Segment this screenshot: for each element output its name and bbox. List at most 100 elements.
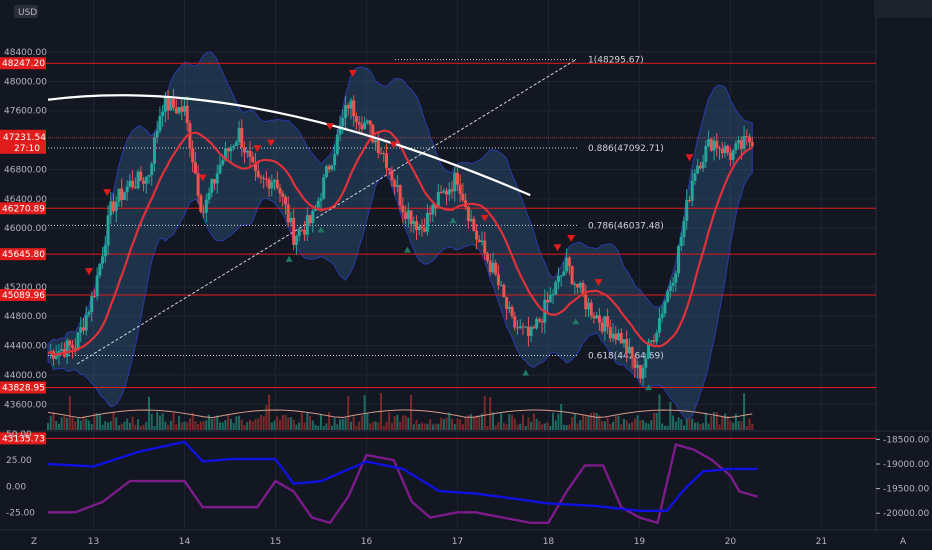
volume-bar [208, 414, 211, 430]
candle-body [158, 116, 162, 131]
candle-body [409, 210, 413, 224]
candle-body [526, 326, 530, 336]
volume-bar [188, 418, 191, 430]
candle-body [401, 205, 405, 213]
candle-body [581, 283, 585, 295]
volume-bar [699, 424, 702, 430]
price-tick-label: 44400.00 [4, 342, 47, 352]
candle-body [87, 312, 91, 315]
volume-bar [565, 425, 568, 430]
volume-bar [688, 418, 691, 430]
candle-body [322, 177, 326, 199]
candle-body [60, 349, 64, 352]
volume-bar [456, 418, 459, 430]
volume-bar [483, 396, 486, 430]
volume-bar [721, 416, 724, 430]
candle-body [529, 327, 533, 336]
volume-bar [513, 418, 516, 430]
volume-bar [112, 412, 115, 430]
candle-body [150, 163, 154, 176]
volume-bar [101, 424, 104, 430]
buy-signal-marker [285, 255, 293, 262]
candle-body [262, 177, 266, 179]
candle-body [218, 164, 222, 174]
candle-body [338, 126, 342, 135]
candle-body [333, 154, 337, 166]
volume-bar [388, 412, 391, 430]
candle-body [376, 140, 380, 154]
candle-body [636, 364, 640, 368]
volume-bar [500, 413, 503, 430]
candle-body [122, 192, 126, 200]
volume-bar [497, 422, 500, 430]
sell-signal-marker [84, 268, 93, 276]
candle-body [395, 185, 399, 187]
volume-bar [147, 396, 150, 430]
volume-bar [120, 423, 123, 430]
candle-body [114, 201, 118, 212]
price-tick-label: 43600.00 [4, 400, 47, 410]
candle-body [551, 294, 555, 296]
volume-bar [453, 423, 456, 430]
volume-bar [642, 420, 645, 430]
volume-bar [164, 421, 167, 430]
volume-bar [527, 417, 530, 430]
candle-body [690, 180, 694, 201]
candle-body [728, 152, 732, 160]
volume-bar [683, 425, 686, 430]
volume-bar [685, 419, 688, 430]
candle-body [576, 283, 580, 288]
volume-bar [511, 414, 514, 430]
volume-bar [442, 418, 445, 430]
corner-left-label[interactable]: Z [31, 537, 37, 547]
candle-body [73, 348, 77, 350]
volume-bar [726, 415, 729, 430]
oscillator-pane [47, 440, 759, 525]
fib-label: 0.886(47092.71) [588, 144, 664, 154]
candle-body [283, 196, 287, 205]
candle-body [202, 211, 206, 213]
volume-bar [636, 415, 639, 430]
time-tick-label: 19 [634, 537, 646, 547]
candle-body [142, 180, 146, 184]
candle-body [354, 116, 358, 123]
volume-bar [647, 423, 650, 430]
volume-bar [557, 413, 560, 430]
oscillator-blue-line [47, 440, 758, 512]
level-tag-label: 46270.89 [2, 204, 45, 214]
volume-bar [93, 413, 96, 430]
candle-body [384, 153, 388, 169]
volume-bar [625, 420, 628, 430]
candle-body [617, 333, 621, 340]
corner-right-label[interactable]: A [900, 537, 907, 547]
candle-body [652, 340, 656, 342]
price-tick-label: 48000.00 [4, 77, 47, 87]
candle-body [172, 99, 176, 108]
candle-body [221, 160, 225, 165]
volume-bar [180, 422, 183, 430]
oscillator-right-tick: -18500.00 [883, 435, 929, 445]
candle-body [120, 188, 124, 200]
candle-body [379, 153, 383, 155]
sell-signal-marker [594, 279, 603, 287]
volume-bar [107, 422, 110, 430]
candle-body [554, 282, 558, 295]
volume-bar [270, 422, 273, 430]
candle-body [595, 315, 599, 319]
support-resistance-lines: 48247.20 46270.89 45645.80 45089.96 43828.95… [0, 57, 876, 445]
volume-bar [279, 420, 282, 430]
volume-bar [622, 418, 625, 430]
volume-bar [319, 413, 322, 430]
candle-body [213, 179, 217, 184]
volume-bar [363, 395, 366, 430]
candle-body [622, 339, 626, 344]
candle-body [95, 275, 99, 297]
candle-body [606, 316, 610, 327]
candle-body [346, 105, 350, 109]
candle-body [458, 184, 462, 194]
volume-bar [355, 425, 358, 430]
volume-bar [617, 415, 620, 430]
candle-body [251, 156, 255, 163]
candle-body [423, 228, 427, 232]
